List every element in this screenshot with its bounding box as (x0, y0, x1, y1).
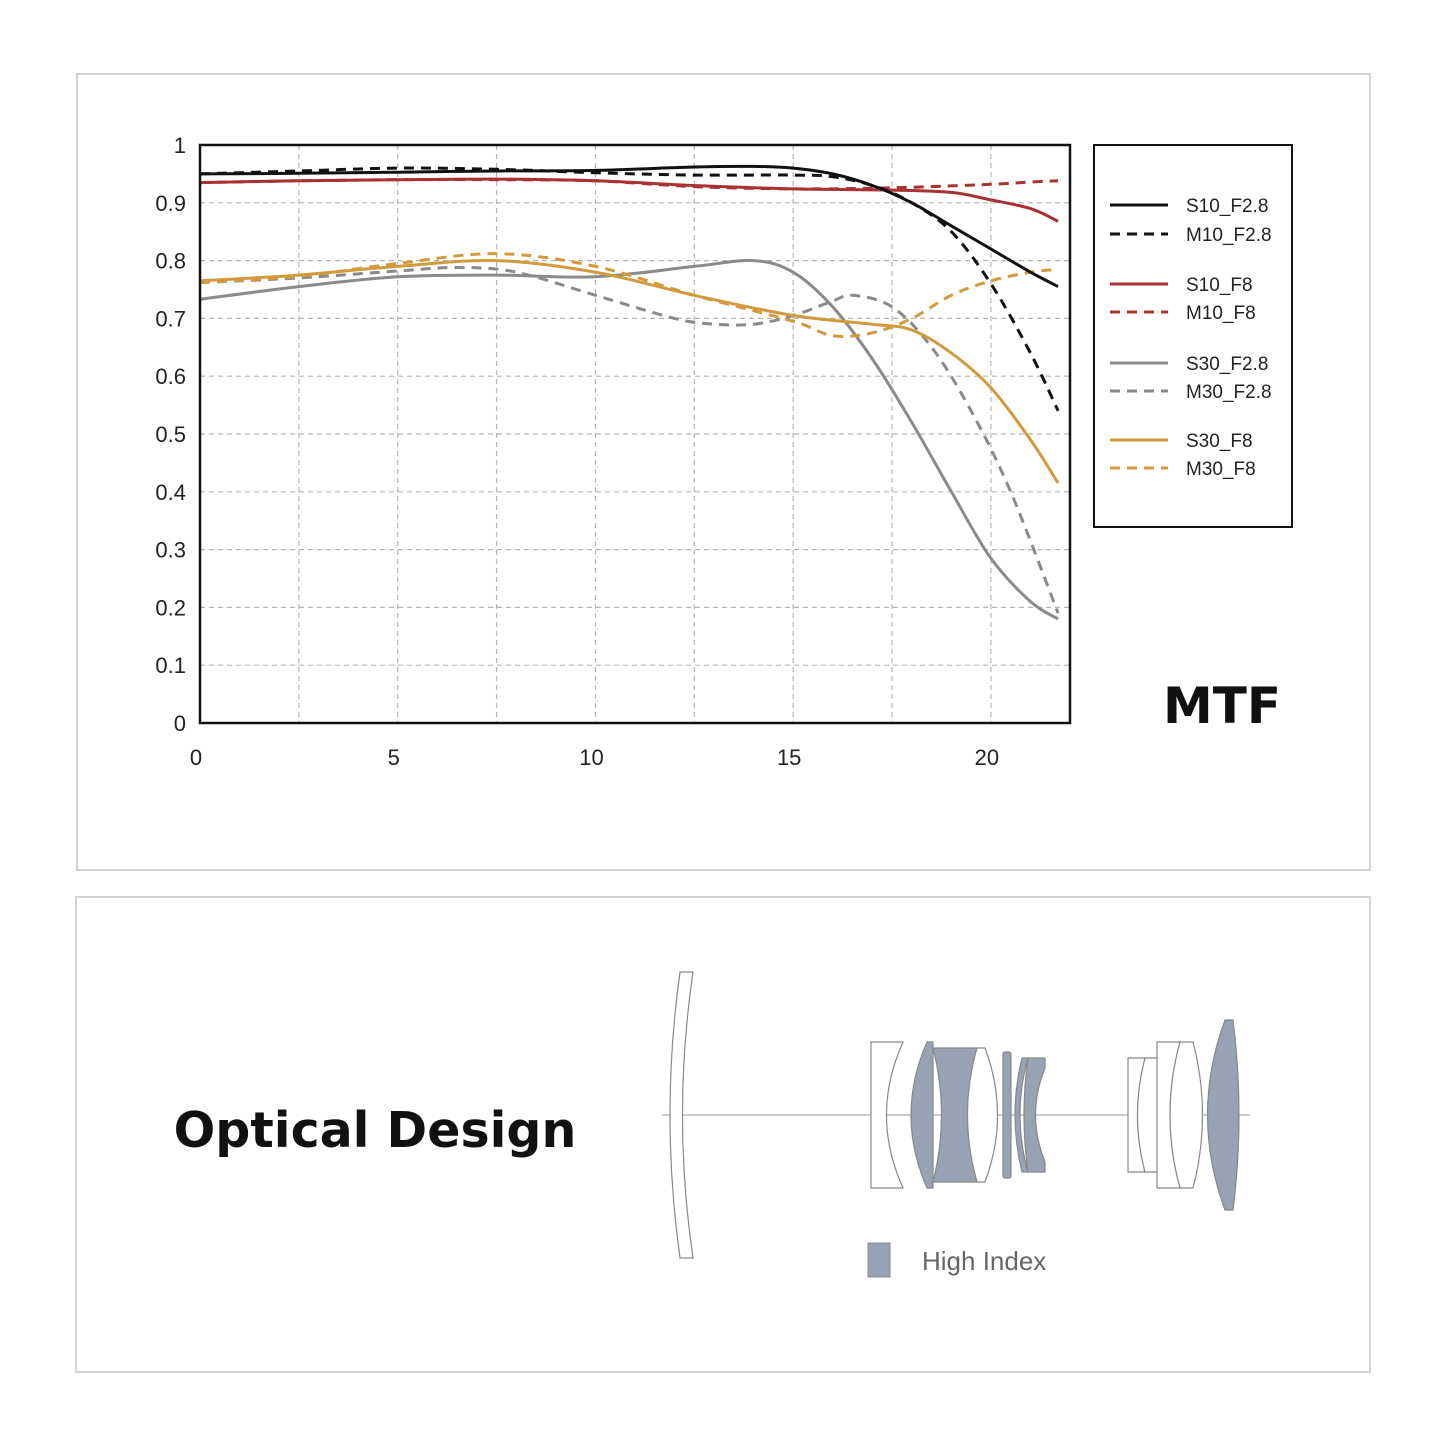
series-line-s10-f2-8 (199, 164, 1059, 288)
lens-element-high-index (1023, 1057, 1046, 1173)
legend-label: M10_F2.8 (1186, 225, 1272, 246)
lens-element (966, 1047, 999, 1183)
high-index-swatch (867, 1242, 891, 1278)
lens-element (870, 1041, 904, 1189)
high-index-label: High Index (922, 1246, 1046, 1276)
series-line-m10-f2-8 (199, 166, 1060, 412)
chart-legend: S10_F2.8 M10_F2.8 S10_F8 M10_F8 S30_F2.8 M30_… (1110, 196, 1272, 480)
series-line-m30-f8 (199, 252, 1059, 338)
y-tick-label: 0.8 (155, 249, 186, 274)
y-tick-label: 0.7 (155, 306, 186, 331)
y-tick-label: 0.9 (155, 191, 186, 216)
x-tick-label: 20 (975, 745, 999, 770)
plot-frame (198, 143, 1072, 725)
legend-label: M30_F8 (1186, 459, 1256, 480)
series-line-m10-f8 (199, 178, 1059, 191)
series-line-s30-f2-8 (199, 258, 1059, 621)
y-tick-label: 0.2 (155, 595, 186, 620)
legend-label: S30_F8 (1186, 431, 1253, 452)
y-tick-label: 0.1 (155, 653, 186, 678)
chart-grid (200, 145, 1070, 723)
chart-title: MTF (1163, 677, 1281, 735)
optical-design-title: Optical Design (174, 1102, 577, 1159)
y-tick-label: 0.6 (155, 364, 186, 389)
x-tick-label: 0 (190, 745, 202, 770)
lens-element-high-index (1002, 1051, 1012, 1179)
lens-diagram (662, 971, 1250, 1259)
legend-label: S30_F2.8 (1186, 354, 1268, 375)
lens-element (669, 971, 694, 1259)
legend-box (1093, 144, 1293, 528)
y-tick-label: 1 (174, 133, 186, 158)
y-tick-label: 0.3 (155, 538, 186, 563)
legend-label: S10_F8 (1186, 275, 1253, 296)
lens-element-high-index (910, 1041, 934, 1189)
x-tick-label: 10 (579, 745, 603, 770)
x-tick-label: 15 (777, 745, 801, 770)
series-line-m30-f2-8 (199, 265, 1060, 614)
chart-ticks: 00.10.20.30.40.50.60.70.80.910 5 10 15 20 (155, 133, 999, 770)
legend-label: M30_F2.8 (1186, 382, 1272, 403)
legend-label: M10_F8 (1186, 303, 1256, 324)
y-tick-label: 0.4 (155, 480, 186, 505)
series-line-s30-f8 (199, 258, 1060, 484)
chart-series (199, 164, 1060, 621)
lens-element (1169, 1041, 1204, 1189)
legend-label: S10_F2.8 (1186, 196, 1268, 217)
lens-element-high-index (1206, 1019, 1240, 1211)
y-tick-label: 0.5 (155, 422, 186, 447)
y-tick-label: 0 (174, 711, 186, 736)
x-tick-label: 5 (388, 745, 400, 770)
